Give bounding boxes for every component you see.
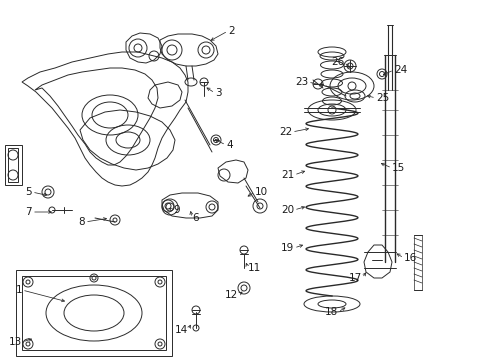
- Text: 4: 4: [225, 140, 232, 150]
- Text: 18: 18: [324, 307, 337, 317]
- Text: 13: 13: [9, 337, 22, 347]
- Text: 22: 22: [278, 127, 291, 137]
- Text: 2: 2: [227, 26, 234, 36]
- Text: 23: 23: [294, 77, 307, 87]
- Text: 5: 5: [25, 187, 32, 197]
- Text: 6: 6: [192, 213, 198, 223]
- Text: 9: 9: [173, 205, 179, 215]
- Text: 26: 26: [330, 57, 343, 67]
- Text: 7: 7: [25, 207, 32, 217]
- Text: 12: 12: [224, 290, 238, 300]
- Text: 20: 20: [280, 205, 293, 215]
- Text: 10: 10: [254, 187, 267, 197]
- Text: 17: 17: [348, 273, 361, 283]
- Text: 25: 25: [375, 93, 388, 103]
- Text: 11: 11: [247, 263, 261, 273]
- Text: 14: 14: [174, 325, 187, 335]
- Text: 21: 21: [280, 170, 293, 180]
- Text: 8: 8: [78, 217, 85, 227]
- Text: 24: 24: [393, 65, 407, 75]
- Text: 3: 3: [215, 88, 221, 98]
- Text: 16: 16: [403, 253, 416, 263]
- Text: 15: 15: [391, 163, 405, 173]
- Text: 19: 19: [280, 243, 293, 253]
- Text: 1: 1: [15, 285, 22, 295]
